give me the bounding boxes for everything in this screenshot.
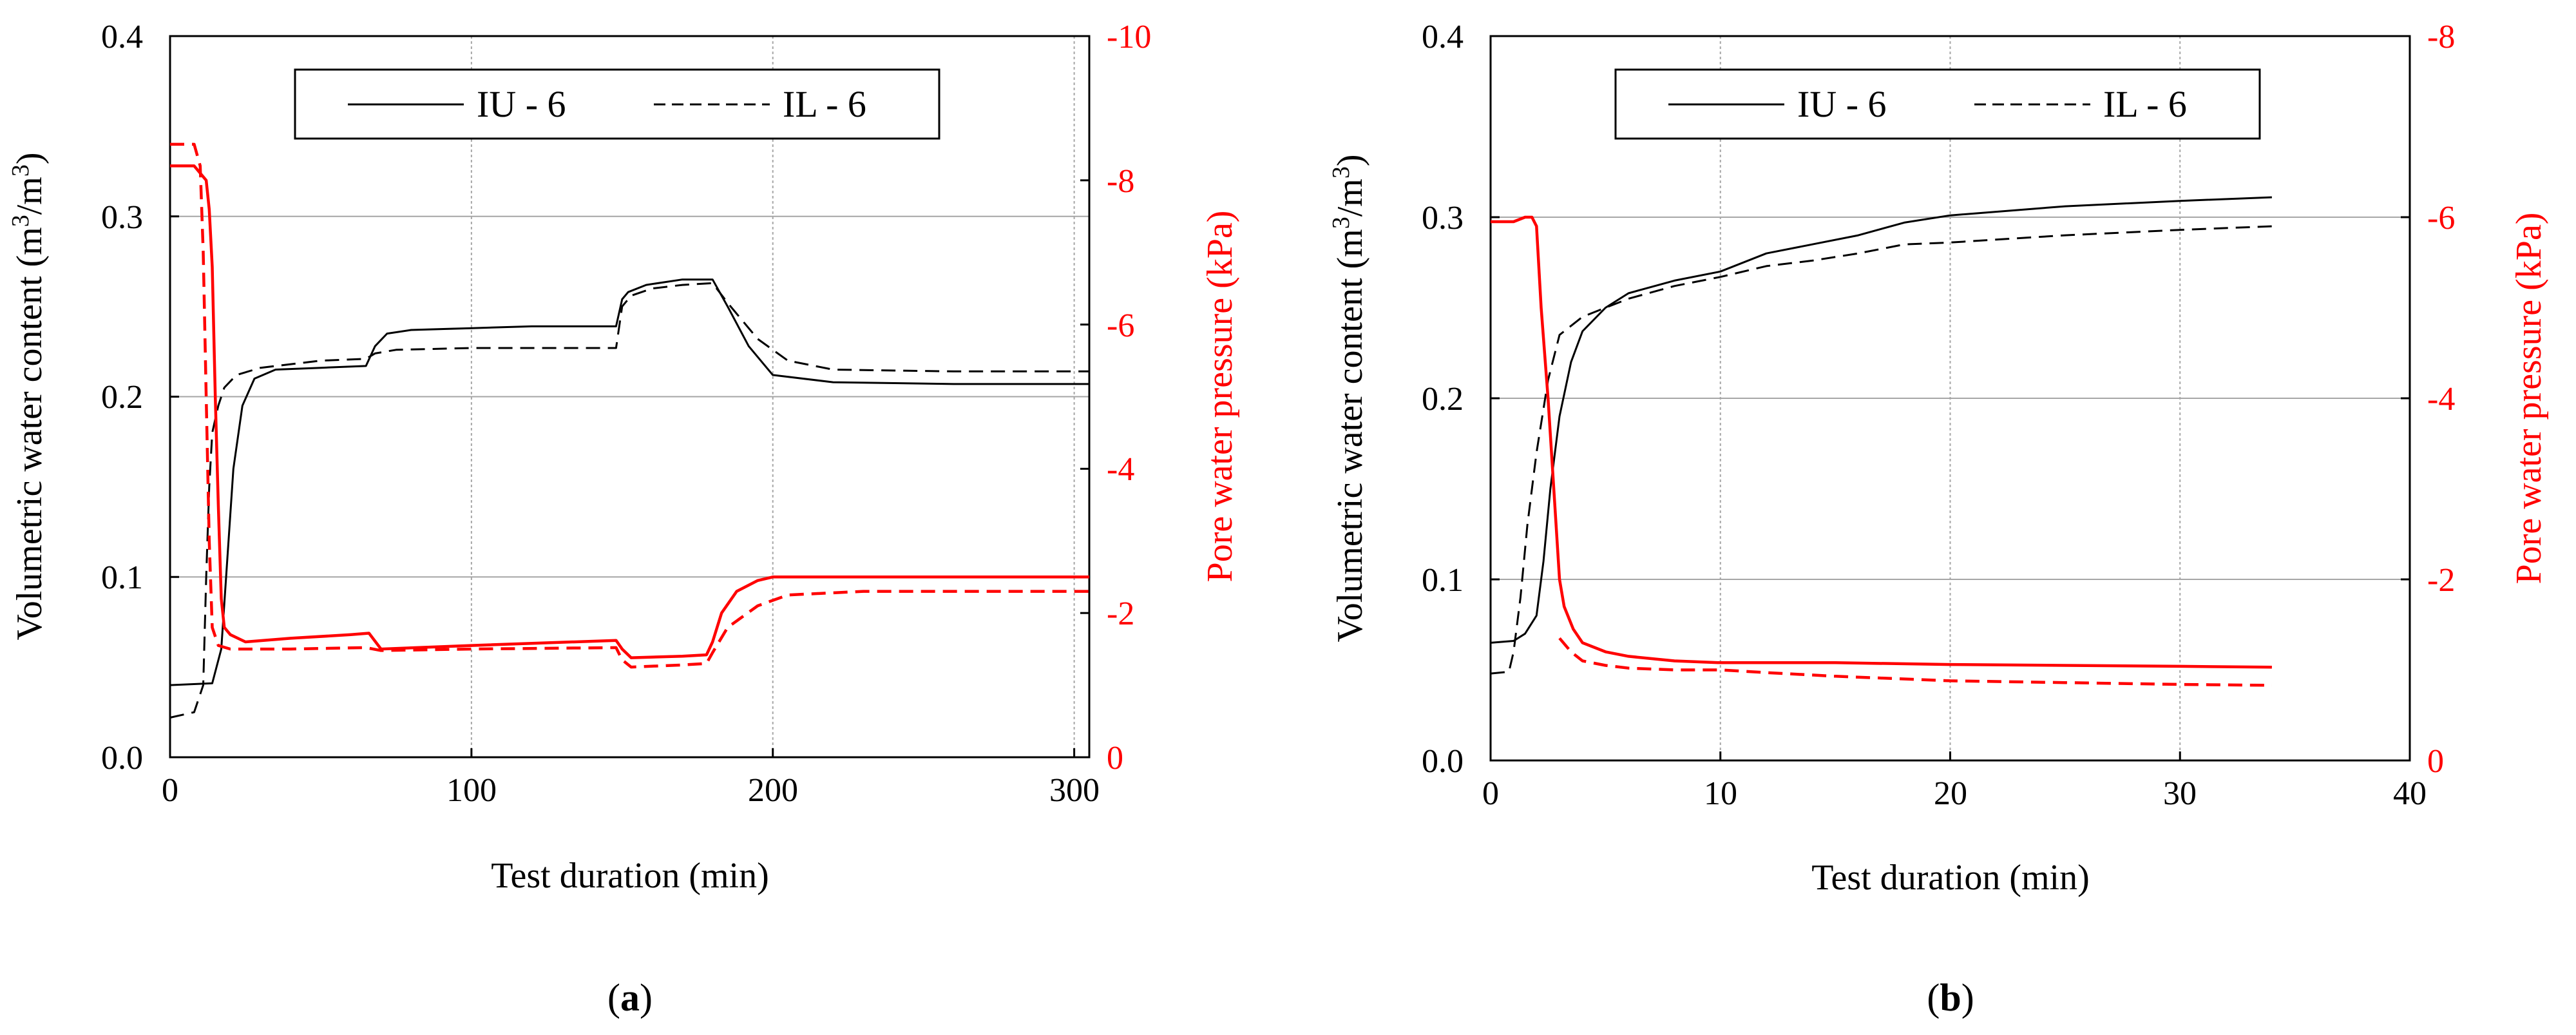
- y2-tick-label: -8: [2427, 19, 2455, 55]
- y-tick-label: 0.1: [101, 559, 143, 596]
- legend-label: IU - 6: [1797, 83, 1887, 125]
- legend-label: IL - 6: [2103, 83, 2187, 125]
- y-tick-label: 0.1: [1422, 562, 1464, 599]
- x-tick-label: 10: [1704, 775, 1737, 812]
- pore-pressure-series-solid: [1491, 215, 2272, 669]
- chart-panel-a: 0 100 200 300 0.0 0.1 0.2 0.3 0.4 0 -2 -…: [7, 19, 1240, 1019]
- y2-tick-label: 0: [1107, 740, 1123, 777]
- legend-box: [1614, 68, 2261, 140]
- legend: IU - 6 IL - 6: [1614, 68, 2261, 140]
- y-tick-label: 0.0: [1422, 743, 1464, 780]
- x-tick-labels: 0 100 200 300: [162, 772, 1100, 809]
- chart-panel-b: 0 10 20 30 40 0.0 0.1 0.2 0.3 0.4 0 -2 -…: [1328, 19, 2549, 1019]
- tick-marks: [169, 35, 1089, 759]
- panel-label: (a): [607, 976, 653, 1019]
- y2-tick-label: -6: [2427, 200, 2455, 237]
- water-content-series-dashed: [1490, 225, 2272, 675]
- pore-pressure-series-solid: [170, 164, 1089, 659]
- y2-tick-label: -2: [1107, 595, 1134, 632]
- water-content-series-dashed: [169, 282, 1089, 719]
- x-tick-label: 300: [1049, 772, 1100, 809]
- y2-axis-title: Pore water pressure (kPa): [2509, 213, 2549, 585]
- y-tick-labels: 0.0 0.1 0.2 0.3 0.4: [1422, 19, 1464, 780]
- y2-axis-title: Pore water pressure (kPa): [1200, 211, 1240, 583]
- tick-marks: [1489, 35, 2411, 762]
- y-tick-labels: 0.0 0.1 0.2 0.3 0.4: [101, 19, 143, 777]
- x-tick-label: 30: [2163, 775, 2197, 812]
- y-tick-label: 0.3: [1422, 200, 1464, 237]
- y2-tick-labels: 0 -2 -4 -6 -8: [2427, 19, 2455, 780]
- x-tick-label: 20: [1934, 775, 1967, 812]
- x-axis-title: Test duration (min): [491, 856, 769, 896]
- y2-tick-label: -8: [1107, 163, 1134, 200]
- grid-lines: [1491, 36, 2410, 760]
- x-tick-label: 0: [1482, 775, 1499, 812]
- y2-tick-label: -6: [1107, 307, 1134, 344]
- y-tick-label: 0.4: [1422, 19, 1464, 55]
- y2-tick-label: 0: [2427, 743, 2444, 780]
- series-layer: [1490, 196, 2272, 687]
- y-tick-label: 0.0: [101, 740, 143, 777]
- water-content-series-solid: [169, 278, 1089, 686]
- y2-tick-label: -4: [1107, 451, 1134, 488]
- y-axis-title: Volumetric water content (m3/m3): [7, 153, 50, 641]
- x-axis-title: Test duration (min): [1811, 858, 2090, 898]
- y-tick-label: 0.2: [101, 379, 143, 416]
- y-tick-label: 0.4: [101, 19, 143, 55]
- water-content-series-solid: [1490, 196, 2272, 644]
- x-tick-label: 0: [162, 772, 178, 809]
- y-tick-label: 0.3: [101, 199, 143, 236]
- y-tick-label: 0.2: [1422, 381, 1464, 418]
- y2-tick-label: -2: [2427, 562, 2455, 599]
- x-tick-label: 100: [446, 772, 497, 809]
- legend: IU - 6 IL - 6: [294, 68, 940, 140]
- x-tick-label: 40: [2393, 775, 2427, 812]
- x-tick-label: 200: [748, 772, 798, 809]
- y2-tick-labels: 0 -2 -4 -6 -8 -10: [1107, 19, 1151, 777]
- y-axis-title: Volumetric water content (m3/m3): [1328, 155, 1370, 643]
- y2-tick-label: -10: [1107, 19, 1151, 55]
- x-tick-labels: 0 10 20 30 40: [1482, 775, 2427, 812]
- series-layer: [169, 142, 1089, 719]
- panel-label: (b): [1927, 976, 1974, 1019]
- pore-pressure-series-dashed: [170, 142, 1089, 669]
- pore-pressure-series-dashed: [1558, 637, 2272, 687]
- legend-label: IU - 6: [477, 83, 566, 125]
- y2-tick-label: -4: [2427, 381, 2455, 418]
- legend-label: IL - 6: [783, 83, 866, 125]
